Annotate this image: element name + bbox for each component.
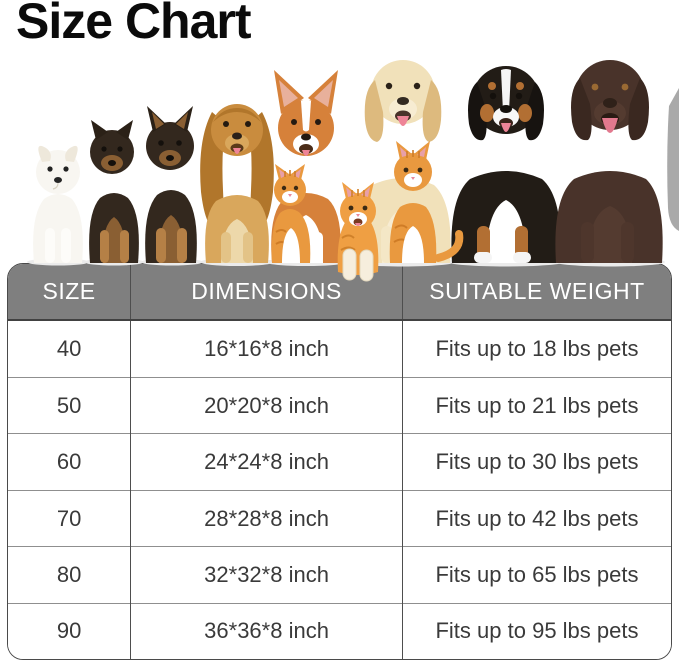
weight-cell: Fits up to 42 lbs pets [401,489,671,547]
golden-retriever-image [355,60,451,263]
column-header-suitable-weight: SUITABLE WEIGHT [401,264,671,321]
size-cell: 80 [8,546,131,604]
size-cell: 60 [8,433,131,491]
size-cell: 50 [8,376,131,434]
dimensions-cell: 24*24*8 inch [130,433,403,491]
column-header-size: SIZE [8,264,131,321]
orange-kitten-image [271,164,311,263]
size-cell: 90 [8,602,131,659]
table-row: 90 36*36*8 inch Fits up to 95 lbs pets [8,602,671,659]
page-title: Size Chart [16,0,252,49]
cocker-spaniel-image [200,104,274,263]
table-row: 50 20*20*8 inch Fits up to 21 lbs pets [8,376,671,434]
size-cell: 70 [8,489,131,547]
white-puppy-image [33,145,83,263]
weight-cell: Fits up to 65 lbs pets [401,546,671,604]
table-row: 40 16*16*8 inch Fits up to 18 lbs pets [8,320,671,378]
size-cell: 40 [8,320,131,378]
table-row: 70 28*28*8 inch Fits up to 42 lbs pets [8,489,671,547]
size-chart-table: SIZE DIMENSIONS SUITABLE WEIGHT 40 16*16… [7,263,672,660]
dimensions-cell: 28*28*8 inch [130,489,403,547]
orange-tabby-kitten-image [389,141,464,263]
bernese-mountain-dog-image [451,66,561,263]
dimensions-cell: 16*16*8 inch [130,320,403,378]
weight-cell: Fits up to 30 lbs pets [401,433,671,491]
dimensions-cell: 20*20*8 inch [130,376,403,434]
table-header-row: SIZE DIMENSIONS SUITABLE WEIGHT [8,264,671,321]
weight-cell: Fits up to 18 lbs pets [401,320,671,378]
dimensions-cell: 36*36*8 inch [130,602,403,659]
table-row: 80 32*32*8 inch Fits up to 65 lbs pets [8,546,671,604]
gray-edge-shape [667,88,679,231]
dimensions-cell: 32*32*8 inch [130,546,403,604]
column-header-dimensions: DIMENSIONS [130,264,403,321]
german-shepherd-puppy-2-image [145,106,197,263]
weight-cell: Fits up to 21 lbs pets [401,376,671,434]
table-row: 60 24*24*8 inch Fits up to 30 lbs pets [8,433,671,491]
corgi-image [271,70,341,263]
chocolate-labrador-image [555,60,663,263]
weight-cell: Fits up to 95 lbs pets [401,602,671,659]
german-shepherd-puppy-image [89,120,139,263]
